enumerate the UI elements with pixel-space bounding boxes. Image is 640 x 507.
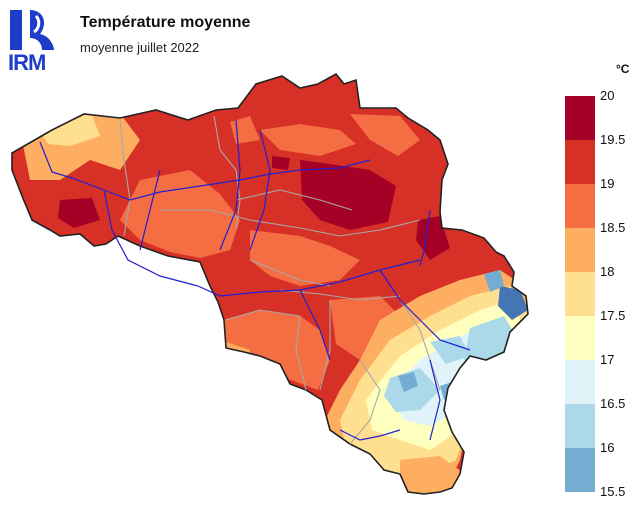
legend-swatch	[565, 404, 595, 448]
legend-swatch	[565, 228, 595, 272]
legend-tick-label: 18	[600, 264, 615, 279]
legend-swatch	[565, 360, 595, 404]
legend-tick-label: 17.5	[600, 308, 626, 323]
legend-swatch	[565, 448, 595, 492]
legend-swatch	[565, 140, 595, 184]
legend-tick-label: 18.5	[600, 220, 626, 235]
legend-tick-label: 16.5	[600, 396, 626, 411]
irm-logo	[10, 10, 54, 50]
map-subtitle: moyenne juillet 2022	[80, 40, 200, 55]
legend-swatch	[565, 316, 595, 360]
legend-swatch	[565, 184, 595, 228]
legend-tick-label: 15.5	[600, 484, 626, 499]
legend-tick-label: 20	[600, 88, 615, 103]
legend-swatch	[565, 272, 595, 316]
legend-unit: °C	[616, 62, 630, 76]
legend-swatch	[565, 96, 595, 140]
legend-tick-label: 19	[600, 176, 615, 191]
legend-tick-label: 16	[600, 440, 615, 455]
belgium-temperature-map	[11, 72, 529, 495]
temperature-legend-colorbar	[565, 96, 595, 492]
legend-tick-label: 19.5	[600, 132, 626, 147]
logo-text: IRM	[8, 50, 46, 75]
map-title: Température moyenne	[80, 14, 251, 31]
legend-tick-label: 17	[600, 352, 615, 367]
